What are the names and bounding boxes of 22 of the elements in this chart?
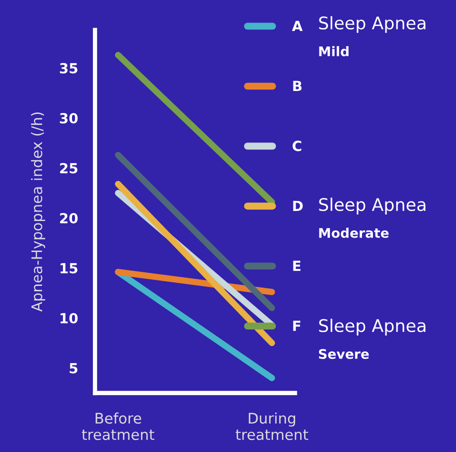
legend-label: D: [293, 200, 303, 211]
legend-label: A: [292, 20, 303, 32]
text: Moderate: [319, 228, 389, 238]
x-tick-label: Before treatment: [82, 412, 154, 440]
legend-label: E: [293, 260, 300, 271]
legend-label: F: [293, 320, 300, 331]
text: Sleep Apnea: [319, 16, 426, 33]
x-tick-label: During treatment: [236, 412, 308, 440]
y-tick-label: 5: [70, 363, 78, 374]
text: Severe: [318, 348, 369, 359]
text: Mild: [319, 46, 349, 56]
y-tick-label: 35: [60, 62, 78, 74]
y-tick-label: 25: [60, 162, 78, 174]
legend-label: C: [292, 140, 302, 152]
y-tick-label: 15: [60, 263, 78, 274]
legend-label: B: [293, 80, 302, 92]
y-tick-label: 30: [60, 112, 78, 124]
text: Sleep Apnea: [319, 318, 426, 336]
y-tick-label: 20: [60, 212, 78, 224]
text: Sleep Apnea: [319, 198, 426, 214]
y-tick-label: 10: [60, 312, 78, 324]
y-axis-title: Apnea-Hypopnea index (/h): [31, 112, 46, 312]
